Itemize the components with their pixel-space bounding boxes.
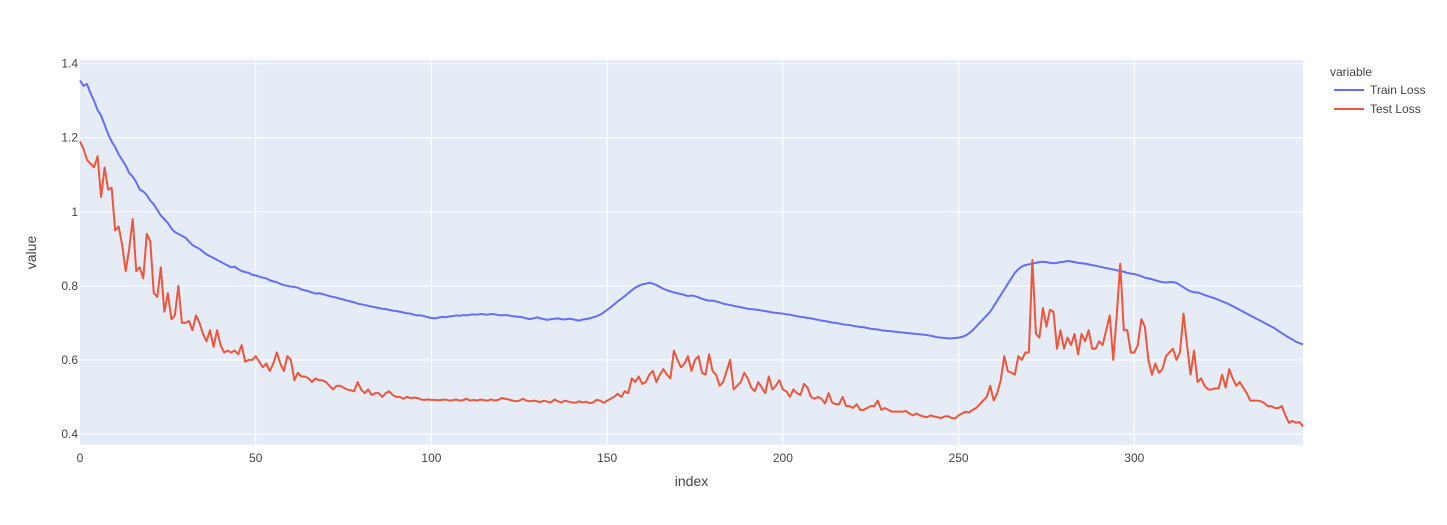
- series-lines: [79, 79, 1304, 428]
- legend[interactable]: variable Train Loss Test Loss: [1330, 65, 1426, 116]
- x-gridlines: [255, 60, 1135, 445]
- y-tick-label: 1: [71, 205, 78, 219]
- y-gridlines: [80, 63, 1303, 435]
- x-tick-label: 100: [421, 451, 441, 465]
- y-tick-label: 1.4: [61, 57, 78, 71]
- x-tick-label: 0: [77, 451, 84, 465]
- train-loss-line[interactable]: [79, 79, 1304, 346]
- x-tick-label: 250: [949, 451, 969, 465]
- plot-background: [80, 60, 1303, 445]
- y-tick-label: 0.4: [61, 427, 78, 441]
- legend-title: variable: [1330, 65, 1372, 79]
- y-tick-labels: 0.4 0.6 0.8 1 1.2 1.4: [61, 57, 78, 441]
- x-axis-title: index: [675, 473, 708, 489]
- y-tick-label: 0.8: [61, 279, 78, 293]
- x-tick-label: 50: [249, 451, 263, 465]
- y-tick-label: 0.6: [61, 353, 78, 367]
- legend-item-test-loss[interactable]: Test Loss: [1334, 102, 1421, 116]
- x-tick-labels: 0 50 100 150 200 250 300: [77, 451, 1145, 465]
- x-tick-label: 150: [597, 451, 617, 465]
- test-loss-line[interactable]: [79, 141, 1304, 428]
- x-tick-label: 300: [1124, 451, 1144, 465]
- x-tick-label: 200: [773, 451, 793, 465]
- y-axis-title: value: [23, 236, 39, 270]
- legend-item-train-loss[interactable]: Train Loss: [1334, 83, 1426, 97]
- legend-label: Test Loss: [1370, 102, 1421, 116]
- legend-label: Train Loss: [1370, 83, 1426, 97]
- legend-items[interactable]: Train Loss Test Loss: [1334, 83, 1426, 116]
- y-tick-label: 1.2: [61, 131, 78, 145]
